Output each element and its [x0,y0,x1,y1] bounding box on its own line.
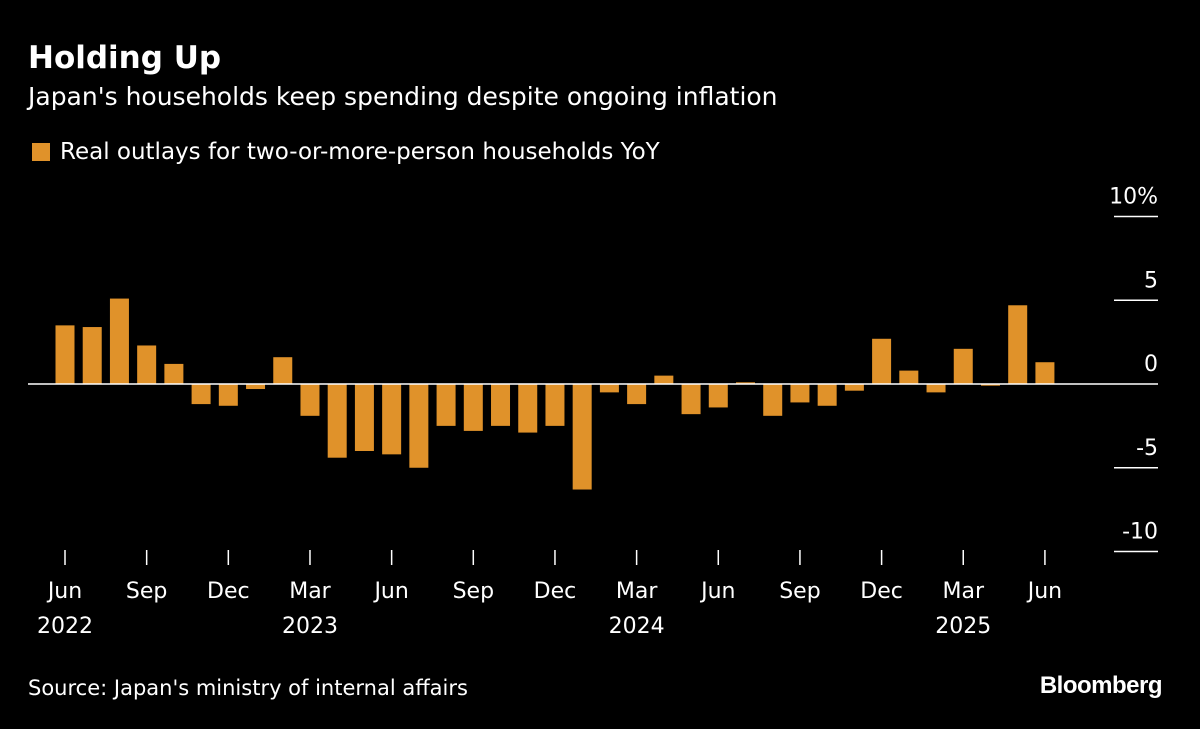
bar [491,384,511,426]
x-tick-label: Mar [943,579,985,604]
y-tick-label: -10 [1122,520,1158,545]
bar [817,384,837,406]
y-tick-label: 5 [1144,268,1158,293]
x-tick-label: Jun [699,579,735,604]
y-tick-label: -5 [1136,436,1158,461]
bar [926,384,946,393]
bar [953,348,973,384]
x-tick-label: Sep [779,579,820,604]
bar [763,384,783,416]
chart-subtitle: Japan's households keep spending despite… [28,82,778,111]
bar [599,384,619,393]
bar [627,384,647,405]
bar [82,327,102,384]
bar [191,384,211,405]
legend-swatch [32,143,50,161]
bar [273,357,293,384]
bar [1008,305,1028,384]
legend: Real outlays for two-or-more-person hous… [32,139,660,165]
x-tick-year: 2022 [37,614,93,639]
bar [246,384,266,390]
x-tick-label: Dec [207,579,250,604]
y-tick-label: 10% [1109,185,1158,210]
x-tick-label: Sep [453,579,494,604]
bar [654,375,674,384]
bar [327,384,347,458]
bar [681,384,701,415]
x-tick-label: Mar [616,579,658,604]
bar [137,345,157,384]
bar [872,338,892,384]
bar [790,384,810,403]
x-tick-label: Dec [534,579,577,604]
bar [844,384,864,391]
bar [109,298,129,384]
bar [354,384,374,451]
x-tick-label: Jun [1026,579,1062,604]
bar [218,384,238,406]
bar [572,384,592,490]
x-tick-year: 2024 [609,614,665,639]
bar [518,384,538,433]
bloomberg-logo: Bloomberg [1039,672,1163,699]
x-tick-label: Jun [46,579,82,604]
bar [545,384,565,426]
x-tick-year: 2025 [935,614,991,639]
chart-title: Holding Up [28,40,222,76]
source-note: Source: Japan's ministry of internal aff… [28,676,468,700]
x-tick-label: Dec [860,579,903,604]
bar [436,384,456,426]
x-tick-label: Sep [126,579,167,604]
x-tick-label: Jun [372,579,408,604]
y-tick-label: 0 [1144,352,1158,377]
bar [899,370,919,384]
bar [382,384,402,455]
bar [980,384,1000,386]
bar [736,382,755,384]
legend-label: Real outlays for two-or-more-person hous… [60,139,660,165]
bar [1035,362,1055,384]
x-tick-label: Mar [289,579,331,604]
bar [55,325,75,384]
bar [300,384,320,416]
bar [409,384,429,468]
x-tick-year: 2023 [282,614,338,639]
bar [164,363,184,384]
bar [463,384,483,431]
bar [708,384,728,408]
